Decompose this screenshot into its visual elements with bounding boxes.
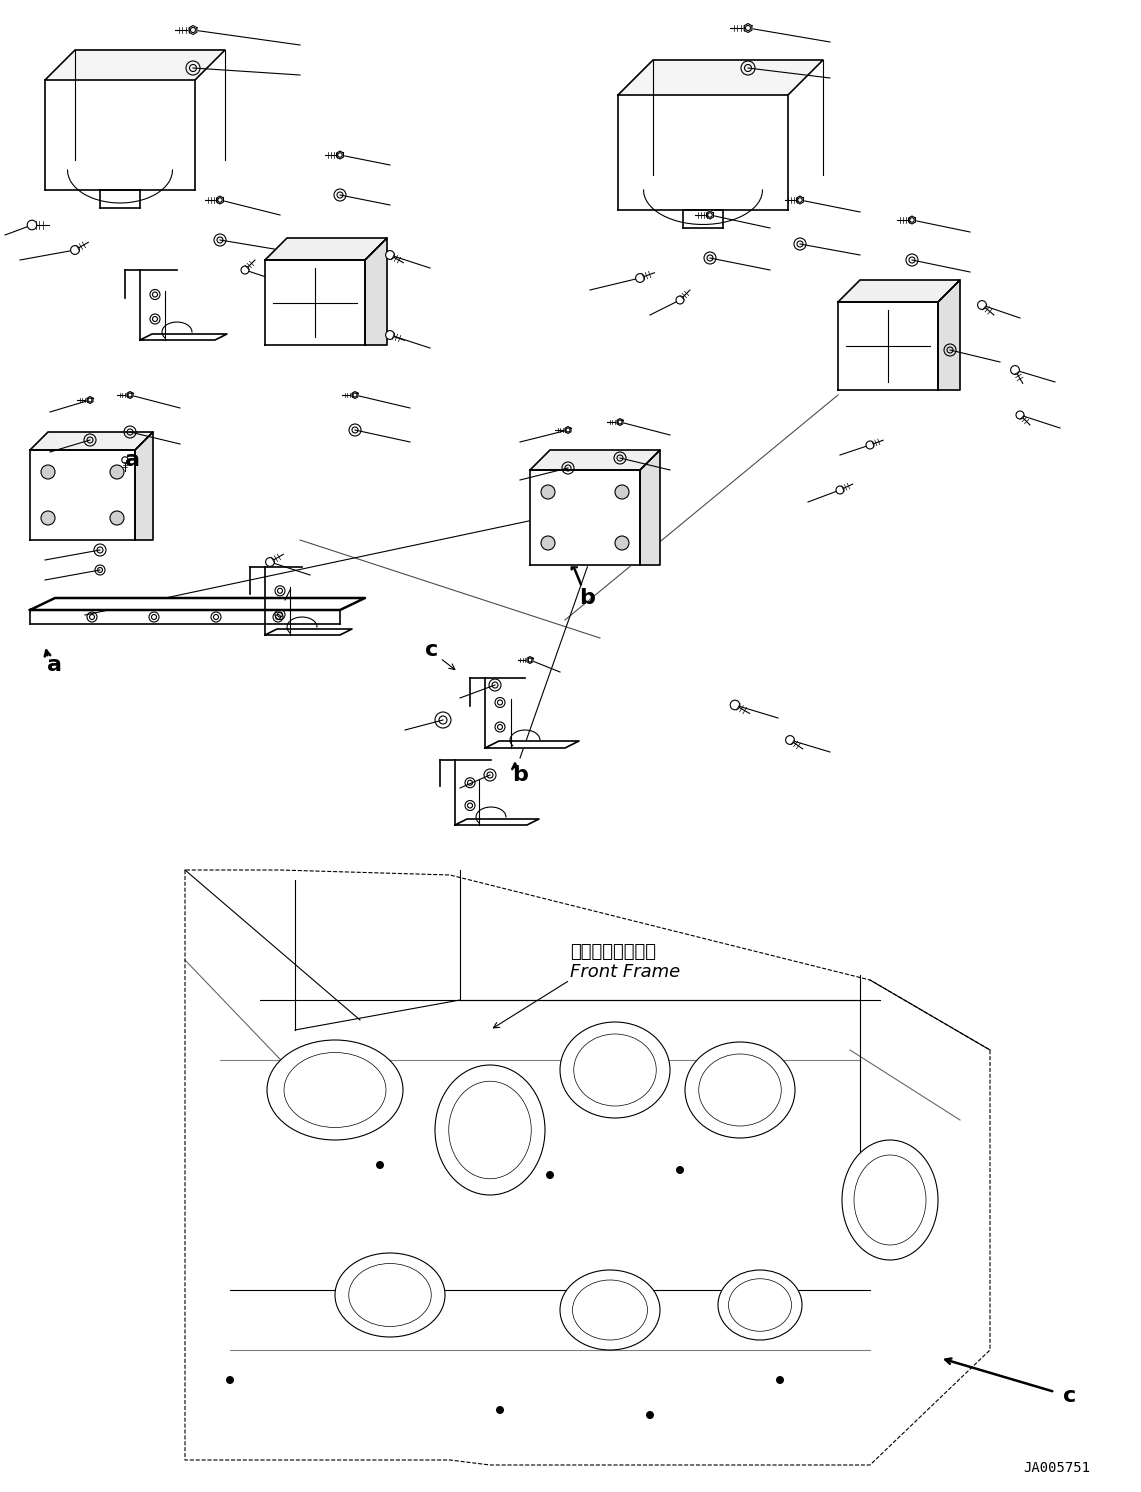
Polygon shape [837,280,960,301]
Circle shape [646,1411,654,1419]
Polygon shape [44,51,225,81]
Polygon shape [640,451,659,565]
Circle shape [110,510,124,525]
Polygon shape [837,301,938,389]
Circle shape [615,536,629,551]
Circle shape [27,221,37,230]
Circle shape [675,295,683,304]
Polygon shape [351,391,358,398]
Polygon shape [485,742,578,747]
Circle shape [496,1405,504,1414]
Polygon shape [217,195,224,204]
Polygon shape [365,239,387,345]
Circle shape [71,246,80,255]
Polygon shape [455,819,539,825]
Circle shape [241,266,249,275]
Circle shape [866,442,874,449]
Polygon shape [87,397,94,403]
Polygon shape [796,195,803,204]
Text: Front Frame: Front Frame [570,962,680,982]
Text: b: b [512,765,528,785]
Circle shape [386,331,395,339]
Text: c: c [1063,1386,1077,1405]
Ellipse shape [718,1270,802,1340]
Ellipse shape [560,1022,670,1118]
Polygon shape [265,630,353,636]
Polygon shape [30,451,135,540]
Circle shape [615,485,629,498]
Polygon shape [531,470,640,565]
Ellipse shape [842,1140,938,1261]
Text: フロントフレーム: フロントフレーム [570,943,656,961]
Circle shape [1011,366,1019,374]
Circle shape [386,251,395,260]
Circle shape [1015,410,1023,419]
Circle shape [978,300,987,309]
Polygon shape [140,334,227,340]
Text: JA005751: JA005751 [1023,1461,1090,1476]
Polygon shape [265,239,387,260]
Text: b: b [580,588,594,609]
Text: a: a [126,451,140,470]
Polygon shape [127,391,133,398]
Polygon shape [30,433,153,451]
Circle shape [41,510,55,525]
Polygon shape [531,451,659,470]
Circle shape [776,1376,784,1385]
Polygon shape [744,24,752,33]
Polygon shape [617,418,623,425]
Circle shape [41,466,55,479]
Text: c: c [426,640,438,659]
Polygon shape [265,260,365,345]
Circle shape [636,273,645,282]
Circle shape [541,536,555,551]
Polygon shape [618,60,823,95]
Ellipse shape [435,1065,545,1195]
Polygon shape [527,656,533,664]
Circle shape [675,1167,683,1174]
Circle shape [266,558,274,567]
Circle shape [836,486,844,494]
Circle shape [377,1161,385,1170]
Circle shape [110,466,124,479]
Circle shape [730,700,739,710]
Circle shape [786,736,794,745]
Circle shape [547,1171,555,1179]
Polygon shape [135,433,153,540]
Polygon shape [938,280,960,389]
Text: a: a [48,655,63,674]
Ellipse shape [267,1040,403,1140]
Polygon shape [565,427,570,434]
Polygon shape [30,598,365,610]
Circle shape [122,457,128,463]
Polygon shape [908,216,915,224]
Circle shape [226,1376,234,1385]
Ellipse shape [560,1270,659,1350]
Polygon shape [189,25,197,34]
Polygon shape [706,210,713,219]
Ellipse shape [335,1253,445,1337]
Circle shape [541,485,555,498]
Polygon shape [337,151,343,160]
Ellipse shape [685,1041,795,1138]
